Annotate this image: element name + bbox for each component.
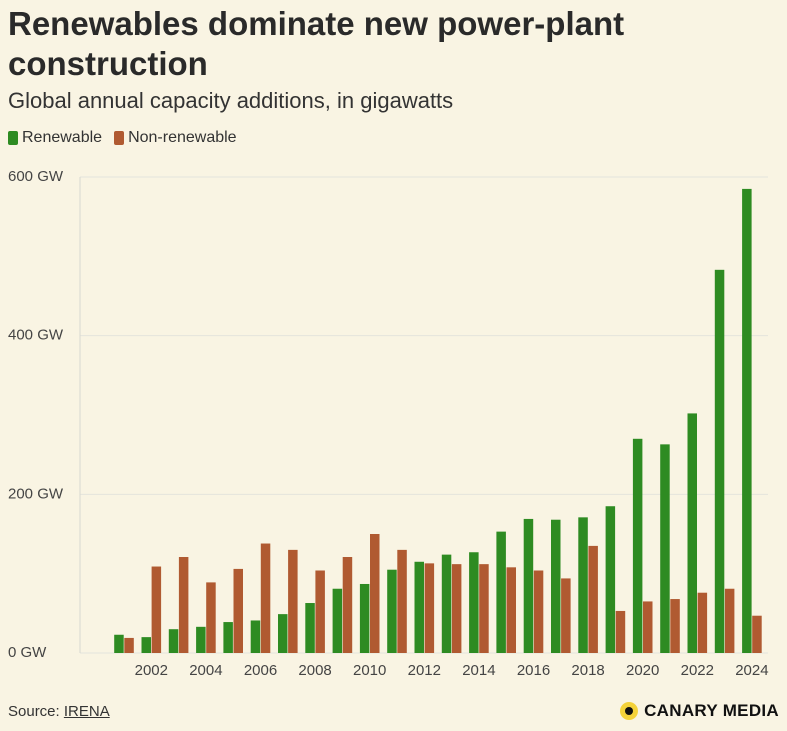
bar-chart: 0 GW 200 GW 400 GW 600 GW 2002 2004 2006 2008 20… xyxy=(8,168,769,679)
bar-non-renewable-2020 xyxy=(643,601,653,653)
bar-non-renewable-2006 xyxy=(260,543,271,653)
bar-renewable-2005 xyxy=(223,622,233,653)
x-tick-label: 2018 xyxy=(571,662,604,679)
x-tick-label: 2002 xyxy=(135,662,168,679)
x-tick-label: 2014 xyxy=(462,662,495,679)
bar-renewable-2022 xyxy=(687,413,697,653)
bar-non-renewable-2024 xyxy=(752,615,762,653)
bar-renewable-2019 xyxy=(605,506,616,653)
bar-renewable-2015 xyxy=(496,531,506,653)
x-tick-label: 2022 xyxy=(681,662,714,679)
bar-non-renewable-2005 xyxy=(233,568,243,653)
bar-renewable-2010 xyxy=(359,583,370,653)
bar-non-renewable-2008 xyxy=(315,570,325,653)
bar-non-renewable-2003 xyxy=(178,557,189,653)
bar-non-renewable-2017 xyxy=(561,578,571,653)
legend-item-renewable: Renewable xyxy=(8,129,102,147)
bar-renewable-2008 xyxy=(305,603,315,653)
x-tick-label: 2020 xyxy=(626,662,659,679)
bar-non-renewable-2023 xyxy=(724,588,735,653)
bar-renewable-2013 xyxy=(441,554,452,653)
x-tick-label: 2008 xyxy=(298,662,331,679)
bar-renewable-2018 xyxy=(578,517,588,653)
bar-renewable-2002 xyxy=(141,637,151,653)
legend-swatch-non-renewable xyxy=(114,131,125,145)
canary-logo-icon xyxy=(620,702,639,720)
bar-non-renewable-2016 xyxy=(533,570,544,653)
bar-renewable-2021 xyxy=(660,444,670,653)
legend-item-non-renewable: Non-renewable xyxy=(114,129,237,147)
x-tick-label: 2006 xyxy=(244,662,277,679)
bar-renewable-2007 xyxy=(278,614,288,653)
bar-non-renewable-2014 xyxy=(479,564,489,653)
legend-swatch-renewable xyxy=(8,131,18,145)
bar-non-renewable-2013 xyxy=(451,564,462,653)
source-link[interactable]: IRENA xyxy=(63,703,110,720)
bar-renewable-2023 xyxy=(714,269,725,653)
legend-label-non-renewable: Non-renewable xyxy=(128,129,237,146)
bar-renewable-2011 xyxy=(387,569,397,653)
y-tick-label: 0 GW xyxy=(8,644,47,661)
source-note: Source: IRENA xyxy=(8,703,110,720)
x-tick-label: 2004 xyxy=(189,662,222,679)
bar-renewable-2016 xyxy=(523,518,534,653)
bar-non-renewable-2001 xyxy=(124,637,134,653)
brand: CANARY MEDIA xyxy=(620,701,779,721)
bar-renewable-2003 xyxy=(168,629,179,653)
legend-label-renewable: Renewable xyxy=(22,129,103,146)
bar-renewable-2014 xyxy=(469,552,479,653)
bar-non-renewable-2015 xyxy=(506,567,516,653)
bar-renewable-2012 xyxy=(414,561,424,653)
bar-renewable-2001 xyxy=(114,634,124,653)
bar-renewable-2004 xyxy=(196,626,206,653)
bar-non-renewable-2021 xyxy=(670,599,680,653)
bar-non-renewable-2007 xyxy=(288,549,298,653)
x-tick-label: 2024 xyxy=(735,662,768,679)
bar-renewable-2024 xyxy=(742,188,752,653)
bar-non-renewable-2010 xyxy=(370,534,380,653)
bar-non-renewable-2009 xyxy=(342,557,353,653)
source-prefix: Source: xyxy=(8,703,64,720)
bar-renewable-2006 xyxy=(250,620,261,653)
legend: Renewable Non-renewable xyxy=(8,129,249,147)
x-tick-label: 2016 xyxy=(517,662,550,679)
chart-subtitle: Global annual capacity additions, in gig… xyxy=(8,88,454,113)
x-tick-label: 2012 xyxy=(408,662,441,679)
bar-non-renewable-2011 xyxy=(397,549,407,653)
y-tick-label: 400 GW xyxy=(8,327,64,344)
bar-non-renewable-2018 xyxy=(588,545,598,653)
bar-non-renewable-2022 xyxy=(697,592,708,653)
y-tick-label: 200 GW xyxy=(8,485,64,502)
y-tick-label: 600 GW xyxy=(8,168,64,185)
bar-renewable-2017 xyxy=(551,519,561,653)
bar-renewable-2020 xyxy=(632,438,643,653)
bar-non-renewable-2004 xyxy=(206,582,216,653)
bar-non-renewable-2002 xyxy=(151,566,162,653)
bar-non-renewable-2019 xyxy=(615,610,626,653)
brand-name: CANARY MEDIA xyxy=(644,701,779,720)
bar-renewable-2009 xyxy=(332,588,343,653)
bar-non-renewable-2012 xyxy=(424,563,435,653)
chart-title: Renewables dominate new power-plant cons… xyxy=(8,5,625,82)
x-tick-label: 2010 xyxy=(353,662,386,679)
